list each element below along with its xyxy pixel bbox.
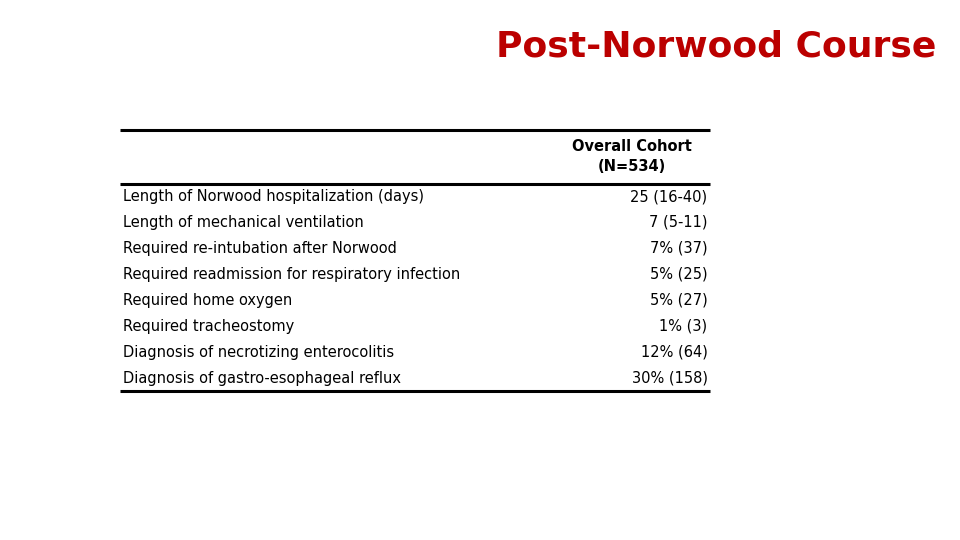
Text: 12% (64): 12% (64) — [640, 345, 708, 360]
Text: 7% (37): 7% (37) — [650, 241, 708, 256]
Text: Diagnosis of gastro-esophageal reflux: Diagnosis of gastro-esophageal reflux — [123, 370, 401, 386]
Text: 5% (25): 5% (25) — [650, 267, 708, 282]
Text: Required home oxygen: Required home oxygen — [123, 293, 292, 308]
Text: Required re-intubation after Norwood: Required re-intubation after Norwood — [123, 241, 396, 256]
Text: 7 (5-11): 7 (5-11) — [649, 215, 708, 230]
Text: Required readmission for respiratory infection: Required readmission for respiratory inf… — [123, 267, 460, 282]
Text: Required tracheostomy: Required tracheostomy — [123, 319, 294, 334]
Text: Diagnosis of necrotizing enterocolitis: Diagnosis of necrotizing enterocolitis — [123, 345, 394, 360]
Text: 5% (27): 5% (27) — [650, 293, 708, 308]
Text: (N=534): (N=534) — [598, 159, 666, 174]
Text: 30% (158): 30% (158) — [632, 370, 708, 386]
Text: Post-Norwood Course: Post-Norwood Course — [495, 30, 936, 64]
Text: 1% (3): 1% (3) — [660, 319, 708, 334]
Text: Overall Cohort: Overall Cohort — [572, 139, 692, 154]
Text: 25 (16-40): 25 (16-40) — [631, 189, 708, 204]
Text: Length of Norwood hospitalization (days): Length of Norwood hospitalization (days) — [123, 189, 424, 204]
Text: Length of mechanical ventilation: Length of mechanical ventilation — [123, 215, 364, 230]
